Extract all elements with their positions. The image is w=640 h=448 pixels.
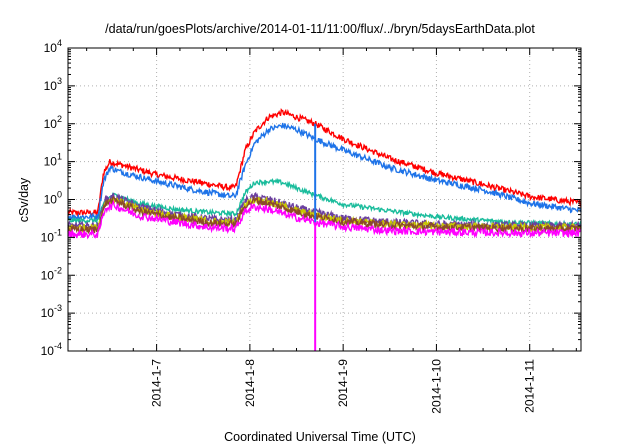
y-tick-label: 100 [44,190,62,207]
x-axis-label: Coordinated Universal Time (UTC) [224,430,416,444]
series-layer [67,108,582,351]
y-tick-label: 10-3 [41,303,62,320]
series-line [67,177,582,229]
y-tick-label: 10-1 [41,227,62,244]
series-line [67,195,582,235]
series-line [67,122,582,222]
series-line [67,108,582,218]
x-tick-label: 2014-1-11 [523,359,537,413]
x-tick-label: 2014-1-8 [243,359,257,407]
axes: 10-4 10-3 10-2 10-1 100 101 102 103 104 2014-1-7 2… [41,38,581,414]
y-tick-label: 10-4 [41,341,62,358]
y-tick-label: 10-2 [41,265,62,282]
x-tick-label: 2014-1-7 [150,359,164,407]
series-line [67,199,582,240]
y-tick-label: 101 [44,152,62,169]
x-tick-label: 2014-1-9 [336,359,350,407]
y-tick-label: 102 [44,114,62,131]
chart-title: /data/run/goesPlots/archive/2014-01-11/1… [105,22,535,36]
y-tick-label: 104 [44,38,62,55]
y-tick-label: 103 [44,76,62,93]
x-tick-label: 2014-1-10 [429,359,443,414]
